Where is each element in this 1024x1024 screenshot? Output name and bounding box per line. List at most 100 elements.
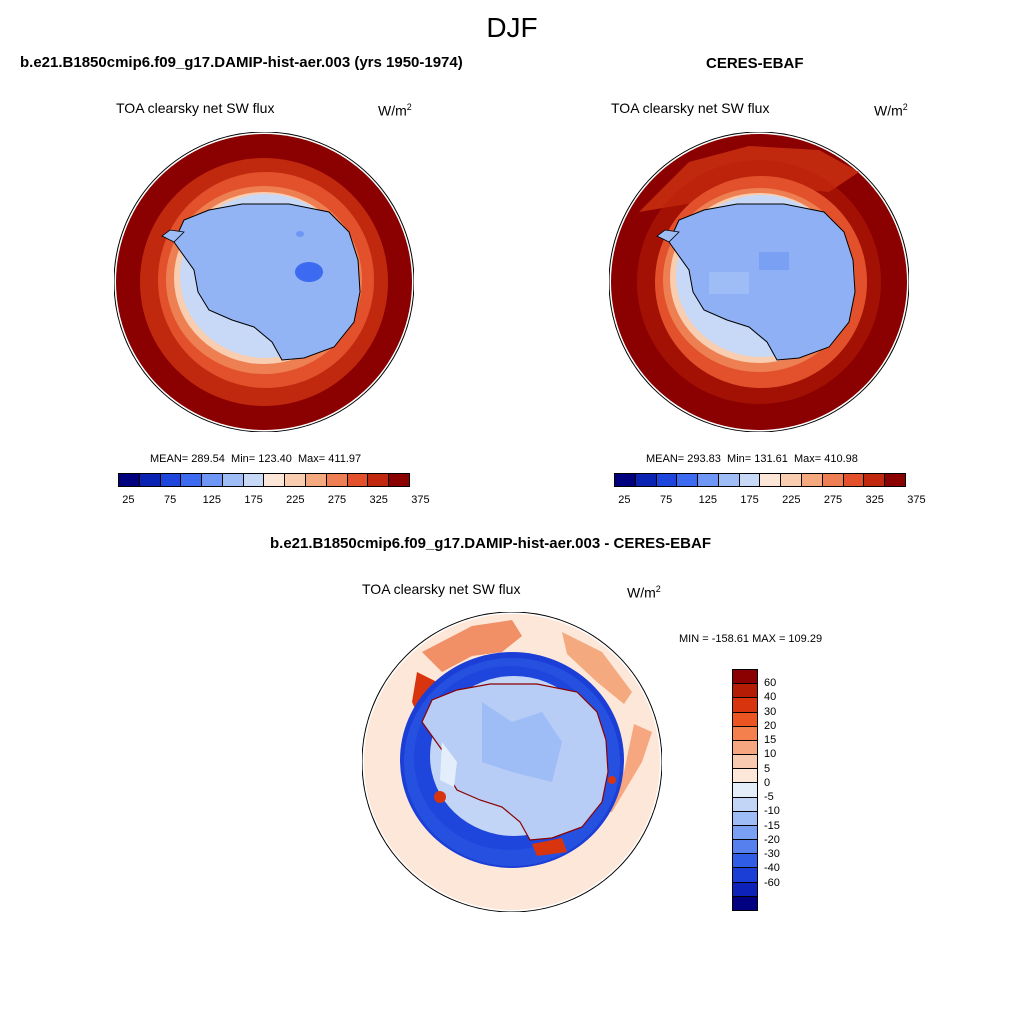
colorbar-swatch <box>781 474 803 486</box>
right-variable-label: TOA clearsky net SW flux <box>611 100 770 116</box>
colorbar-tick-label: -40 <box>764 862 780 875</box>
colorbar-swatch <box>139 474 161 486</box>
colorbar-swatch <box>733 811 757 826</box>
colorbar-tick-label: -20 <box>764 833 780 846</box>
diff-unit-label: W/m2 <box>627 584 661 601</box>
colorbar-swatch <box>843 474 865 486</box>
colorbar-swatch <box>733 825 757 841</box>
colorbar-swatch <box>733 698 757 713</box>
colorbar-swatch <box>822 474 844 486</box>
colorbar-tick-label: -60 <box>764 876 780 889</box>
colorbar-tick-label: -15 <box>764 819 780 832</box>
colorbar-tick-label: 75 <box>164 494 177 506</box>
colorbar-tick-label: 275 <box>823 494 843 506</box>
colorbar-swatch <box>802 474 823 486</box>
left-variable-label: TOA clearsky net SW flux <box>116 100 275 116</box>
colorbar-swatch <box>733 882 757 897</box>
diff-colorbar-ticks: 60 40 30 20 15 10 5 0 -5 -10 -15 -20 -30 -40 -60 <box>764 669 804 911</box>
left-colorbar <box>118 473 410 487</box>
colorbar-tick-label: 25 <box>122 494 135 506</box>
left-polar-map <box>114 132 414 432</box>
colorbar-swatch <box>326 474 348 486</box>
colorbar-tick-label: 0 <box>764 776 771 789</box>
colorbar-swatch <box>285 474 307 486</box>
diff-minmax: MIN = -158.61 MAX = 109.29 <box>679 633 823 645</box>
colorbar-swatch <box>306 474 327 486</box>
colorbar-tick-label: 125 <box>202 494 222 506</box>
colorbar-swatch <box>264 474 286 486</box>
colorbar-swatch <box>368 474 390 486</box>
colorbar-swatch <box>733 896 757 910</box>
colorbar-tick-label: -10 <box>764 805 780 818</box>
colorbar-swatch <box>718 474 740 486</box>
colorbar-swatch <box>733 868 757 883</box>
colorbar-tick-label: 275 <box>327 494 347 506</box>
colorbar-swatch <box>885 474 905 486</box>
colorbar-swatch <box>119 474 140 486</box>
left-min: Min= 123.40 <box>231 453 292 465</box>
colorbar-swatch <box>733 670 757 685</box>
colorbar-tick-label: 375 <box>411 494 430 506</box>
colorbar-tick-label: 225 <box>782 494 801 506</box>
colorbar-swatch <box>733 854 757 869</box>
colorbar-swatch <box>733 769 757 784</box>
colorbar-tick-label: 40 <box>764 691 777 704</box>
colorbar-tick-label: 225 <box>286 494 305 506</box>
left-max: Max= 411.97 <box>298 453 362 465</box>
colorbar-tick-label: -5 <box>764 791 774 804</box>
colorbar-tick-label: 325 <box>865 494 884 506</box>
colorbar-tick-label: 30 <box>764 705 777 718</box>
colorbar-swatch <box>760 474 782 486</box>
colorbar-swatch <box>698 474 719 486</box>
colorbar-swatch <box>739 474 761 486</box>
colorbar-tick-label: 375 <box>907 494 926 506</box>
right-mean: MEAN= 293.83 <box>646 453 721 465</box>
diff-panel-title: b.e21.B1850cmip6.f09_g17.DAMIP-hist-aer.… <box>270 535 711 552</box>
diff-variable-label: TOA clearsky net SW flux <box>362 581 521 597</box>
colorbar-swatch <box>733 755 757 770</box>
colorbar-tick-label: 60 <box>764 677 777 690</box>
left-unit-label: W/m2 <box>378 102 412 119</box>
colorbar-swatch <box>677 474 699 486</box>
colorbar-tick-label: -30 <box>764 848 780 861</box>
colorbar-swatch <box>181 474 203 486</box>
colorbar-swatch <box>656 474 678 486</box>
colorbar-tick-label: 20 <box>764 719 777 732</box>
colorbar-tick-label: 5 <box>764 762 771 775</box>
colorbar-swatch <box>635 474 657 486</box>
right-max: Max= 410.98 <box>794 453 858 465</box>
colorbar-tick-label: 15 <box>764 734 777 747</box>
right-min: Min= 131.61 <box>727 453 788 465</box>
colorbar-swatch <box>733 840 757 855</box>
colorbar-swatch <box>243 474 265 486</box>
colorbar-swatch <box>389 474 409 486</box>
colorbar-swatch <box>733 726 757 741</box>
colorbar-swatch <box>864 474 886 486</box>
colorbar-tick-label: 325 <box>369 494 388 506</box>
right-panel-title: CERES-EBAF <box>706 55 804 72</box>
left-mean: MEAN= 289.54 <box>150 453 225 465</box>
left-stats: MEAN= 289.54 Min= 123.40 Max= 411.97 <box>150 453 361 465</box>
colorbar-swatch <box>733 740 757 756</box>
right-colorbar <box>614 473 906 487</box>
colorbar-swatch <box>615 474 636 486</box>
colorbar-swatch <box>733 684 757 699</box>
right-polar-map <box>609 132 909 432</box>
colorbar-tick-label: 175 <box>740 494 759 506</box>
colorbar-tick-label: 125 <box>698 494 718 506</box>
colorbar-swatch <box>347 474 369 486</box>
right-unit-label: W/m2 <box>874 102 908 119</box>
colorbar-tick-label: 25 <box>618 494 631 506</box>
right-colorbar-ticks: 25 75 125 175 225 275 325 375 <box>614 494 925 508</box>
colorbar-tick-label: 175 <box>244 494 263 506</box>
right-stats: MEAN= 293.83 Min= 131.61 Max= 410.98 <box>646 453 858 465</box>
colorbar-swatch <box>222 474 244 486</box>
colorbar-tick-label: 75 <box>660 494 673 506</box>
colorbar-swatch <box>202 474 223 486</box>
colorbar-swatch <box>733 797 757 812</box>
colorbar-swatch <box>733 783 757 798</box>
diff-polar-map <box>362 612 662 912</box>
diff-colorbar <box>732 669 758 911</box>
colorbar-swatch <box>160 474 182 486</box>
season-title: DJF <box>486 12 538 43</box>
